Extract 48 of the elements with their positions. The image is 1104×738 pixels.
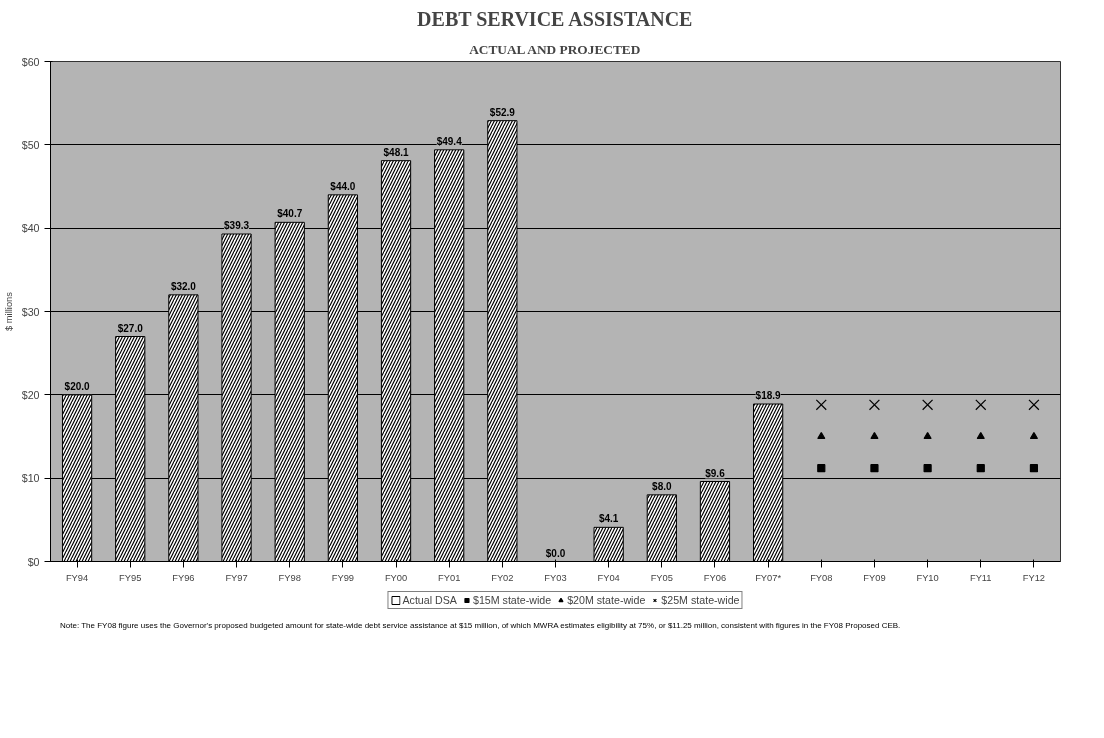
data-label: $32.0 (170, 280, 197, 292)
x-tick-label: FY11 (969, 572, 992, 583)
x-tick-label: FY03 (544, 572, 567, 583)
x-tick-label: FY05 (650, 572, 673, 583)
x-tick-label: FY08 (810, 572, 833, 583)
y-axis-title: $ millions (3, 291, 14, 331)
x-tick-label: FY01 (438, 572, 461, 583)
x-tick-label: FY06 (703, 572, 727, 583)
x-tick-label: FY95 (119, 572, 142, 583)
data-label: $18.9 (755, 390, 782, 401)
data-label: $27.0 (117, 322, 144, 334)
x-tick-label: FY99 (331, 572, 355, 583)
x-tick-label: FY07* (755, 572, 782, 583)
legend-label: $25M state-wide (661, 594, 740, 606)
x-tick-label: FY00 (384, 572, 408, 583)
y-tick-label: $50 (21, 138, 40, 151)
x-tick-label: FY12 (1022, 572, 1046, 583)
y-tick-label: $40 (21, 222, 40, 235)
x-tick-label: FY97 (225, 572, 248, 583)
data-label: $8.0 (652, 480, 672, 492)
data-label: $40.7 (277, 208, 303, 220)
y-tick-label: $10 (21, 472, 40, 485)
x-tick-label: FY98 (278, 572, 301, 583)
y-tick-label: $0 (27, 555, 40, 568)
data-label: $9.6 (705, 467, 726, 479)
x-tick-label: FY09 (863, 572, 886, 583)
x-tick-label: FY04 (597, 572, 620, 583)
data-label: $39.3 (224, 220, 250, 231)
x-tick-label: FY10 (916, 572, 939, 583)
x-tick-label: FY96 (172, 572, 195, 583)
chart-subtitle: ACTUAL AND PROJECTED (469, 41, 641, 57)
y-tick-label: $60 (21, 55, 40, 68)
x-tick-label: FY94 (65, 572, 89, 583)
data-label: $20.0 (64, 380, 91, 392)
data-label: $48.1 (383, 146, 409, 158)
legend-label: $15M state-wide (472, 594, 552, 606)
legend-label: $20M state-wide (567, 594, 646, 606)
data-label: $0.0 (545, 547, 566, 559)
chart-title: DEBT SERVICE ASSISTANCE (417, 7, 693, 30)
y-tick-label: $20 (21, 388, 40, 401)
data-label: $4.1 (598, 513, 619, 525)
data-label: $52.9 (489, 106, 516, 118)
x-tick-label: FY02 (491, 572, 514, 583)
data-label: $49.4 (436, 135, 463, 147)
data-label: $44.0 (330, 180, 356, 192)
y-tick-label: $30 (21, 305, 40, 318)
legend-label: Actual DSA (402, 594, 457, 606)
text: Note: The FY08 figure uses the Governor's proposed budgeted amount for state-wide debt service assistance at $15 million, of which MWRA estimates eligibility at 75%, or $11.25 million, consistent with figures in the FY08 Proposed CEB. (60, 620, 901, 632)
